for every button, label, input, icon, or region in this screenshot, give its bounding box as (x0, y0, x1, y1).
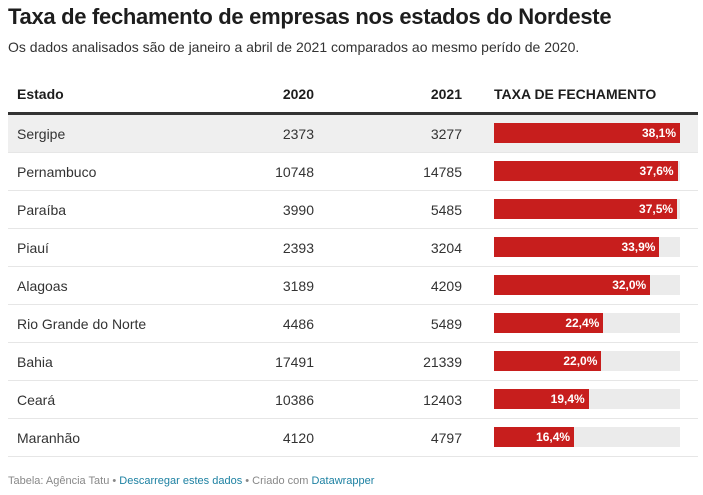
value-2021: 14785 (423, 164, 462, 180)
rate-label: 38,1% (641, 126, 676, 140)
state-name: Ceará (17, 392, 56, 408)
value-2021: 21339 (423, 354, 462, 370)
value-2020: 10748 (275, 164, 314, 180)
table-row: Ceará 10386 12403 19,4% (8, 381, 698, 419)
datawrapper-link[interactable]: Datawrapper (311, 475, 375, 487)
rate-bar: 33,9% (494, 237, 660, 257)
value-2021: 5489 (430, 316, 462, 332)
value-2020: 10386 (275, 392, 314, 408)
rate-label: 37,6% (639, 164, 674, 178)
table-row: Maranhão 4120 4797 16,4% (8, 419, 698, 457)
value-2020: 4486 (282, 316, 314, 332)
value-2020: 2393 (282, 240, 314, 256)
rate-bar: 16,4% (494, 427, 575, 447)
chart-subtitle: Os dados analisados são de janeiro a abr… (8, 39, 580, 55)
footer: Tabela: Agência Tatu • Descarregar estes… (8, 475, 374, 487)
state-name: Paraíba (17, 202, 67, 218)
value-2020: 17491 (275, 354, 314, 370)
table-row: Alagoas 3189 4209 32,0% (8, 267, 698, 305)
table-row: Piauí 2393 3204 33,9% (8, 229, 698, 267)
rate-label: 37,5% (639, 202, 674, 216)
state-name: Alagoas (17, 278, 68, 294)
rate-bar-track: 37,6% (494, 161, 680, 181)
value-2021: 3277 (430, 126, 462, 142)
rate-bar-track: 19,4% (494, 389, 680, 409)
rate-bar-track: 37,5% (494, 199, 680, 219)
rate-bar: 37,6% (494, 161, 678, 181)
chart-title: Taxa de fechamento de empresas nos estad… (8, 4, 612, 29)
table-row: Bahia 17491 21339 22,0% (8, 343, 698, 381)
rate-bar-track: 32,0% (494, 275, 680, 295)
value-2020: 3990 (282, 202, 314, 218)
column-header-state[interactable]: Estado (17, 86, 64, 102)
state-name: Bahia (17, 354, 53, 370)
created-with-text: • Criado com (242, 475, 312, 487)
state-name: Sergipe (17, 126, 66, 142)
value-2021: 12403 (423, 392, 462, 408)
source-credit: Tabela: Agência Tatu (8, 475, 110, 487)
rate-label: 33,9% (621, 240, 656, 254)
rate-bar: 22,4% (494, 313, 604, 333)
value-2021: 4209 (430, 278, 462, 294)
download-data-link[interactable]: Descarregar estes dados (119, 475, 243, 487)
table-row: Sergipe 2373 3277 38,1% (8, 115, 698, 153)
value-2021: 3204 (430, 240, 462, 256)
table-row: Rio Grande do Norte 4486 5489 22,4% (8, 305, 698, 343)
value-2020: 3189 (282, 278, 314, 294)
table-row: Paraíba 3990 5485 37,5% (8, 191, 698, 229)
state-name: Rio Grande do Norte (17, 316, 147, 332)
rate-bar-track: 16,4% (494, 427, 680, 447)
rate-bar-track: 33,9% (494, 237, 680, 257)
value-2020: 2373 (282, 126, 314, 142)
rate-label: 16,4% (536, 430, 571, 444)
table-row: Pernambuco 10748 14785 37,6% (8, 153, 698, 191)
column-header-rate[interactable]: TAXA DE FECHAMENTO (494, 86, 657, 102)
column-header-2021[interactable]: 2021 (430, 86, 462, 102)
rate-bar: 22,0% (494, 351, 602, 371)
value-2021: 5485 (430, 202, 462, 218)
state-name: Pernambuco (17, 164, 97, 180)
rate-bar-track: 22,0% (494, 351, 680, 371)
rate-bar: 38,1% (494, 123, 680, 143)
rate-bar: 37,5% (494, 199, 678, 219)
table-header: Estado 2020 2021 TAXA DE FECHAMENTO (8, 76, 698, 115)
rate-label: 19,4% (550, 392, 585, 406)
separator: • (109, 475, 120, 487)
value-2020: 4120 (282, 430, 314, 446)
data-table: Estado 2020 2021 TAXA DE FECHAMENTO Serg… (8, 76, 698, 457)
rate-label: 22,4% (565, 316, 600, 330)
rate-bar-track: 22,4% (494, 313, 680, 333)
state-name: Maranhão (17, 430, 81, 446)
rate-bar: 19,4% (494, 389, 589, 409)
rate-label: 32,0% (612, 278, 647, 292)
rate-label: 22,0% (563, 354, 598, 368)
table-body: Sergipe 2373 3277 38,1% Pernambuco 10748 14785… (8, 115, 698, 457)
value-2021: 4797 (430, 430, 462, 446)
rate-bar: 32,0% (494, 275, 651, 295)
rate-bar-track: 38,1% (494, 123, 680, 143)
column-header-2020[interactable]: 2020 (282, 86, 314, 102)
state-name: Piauí (17, 240, 49, 256)
